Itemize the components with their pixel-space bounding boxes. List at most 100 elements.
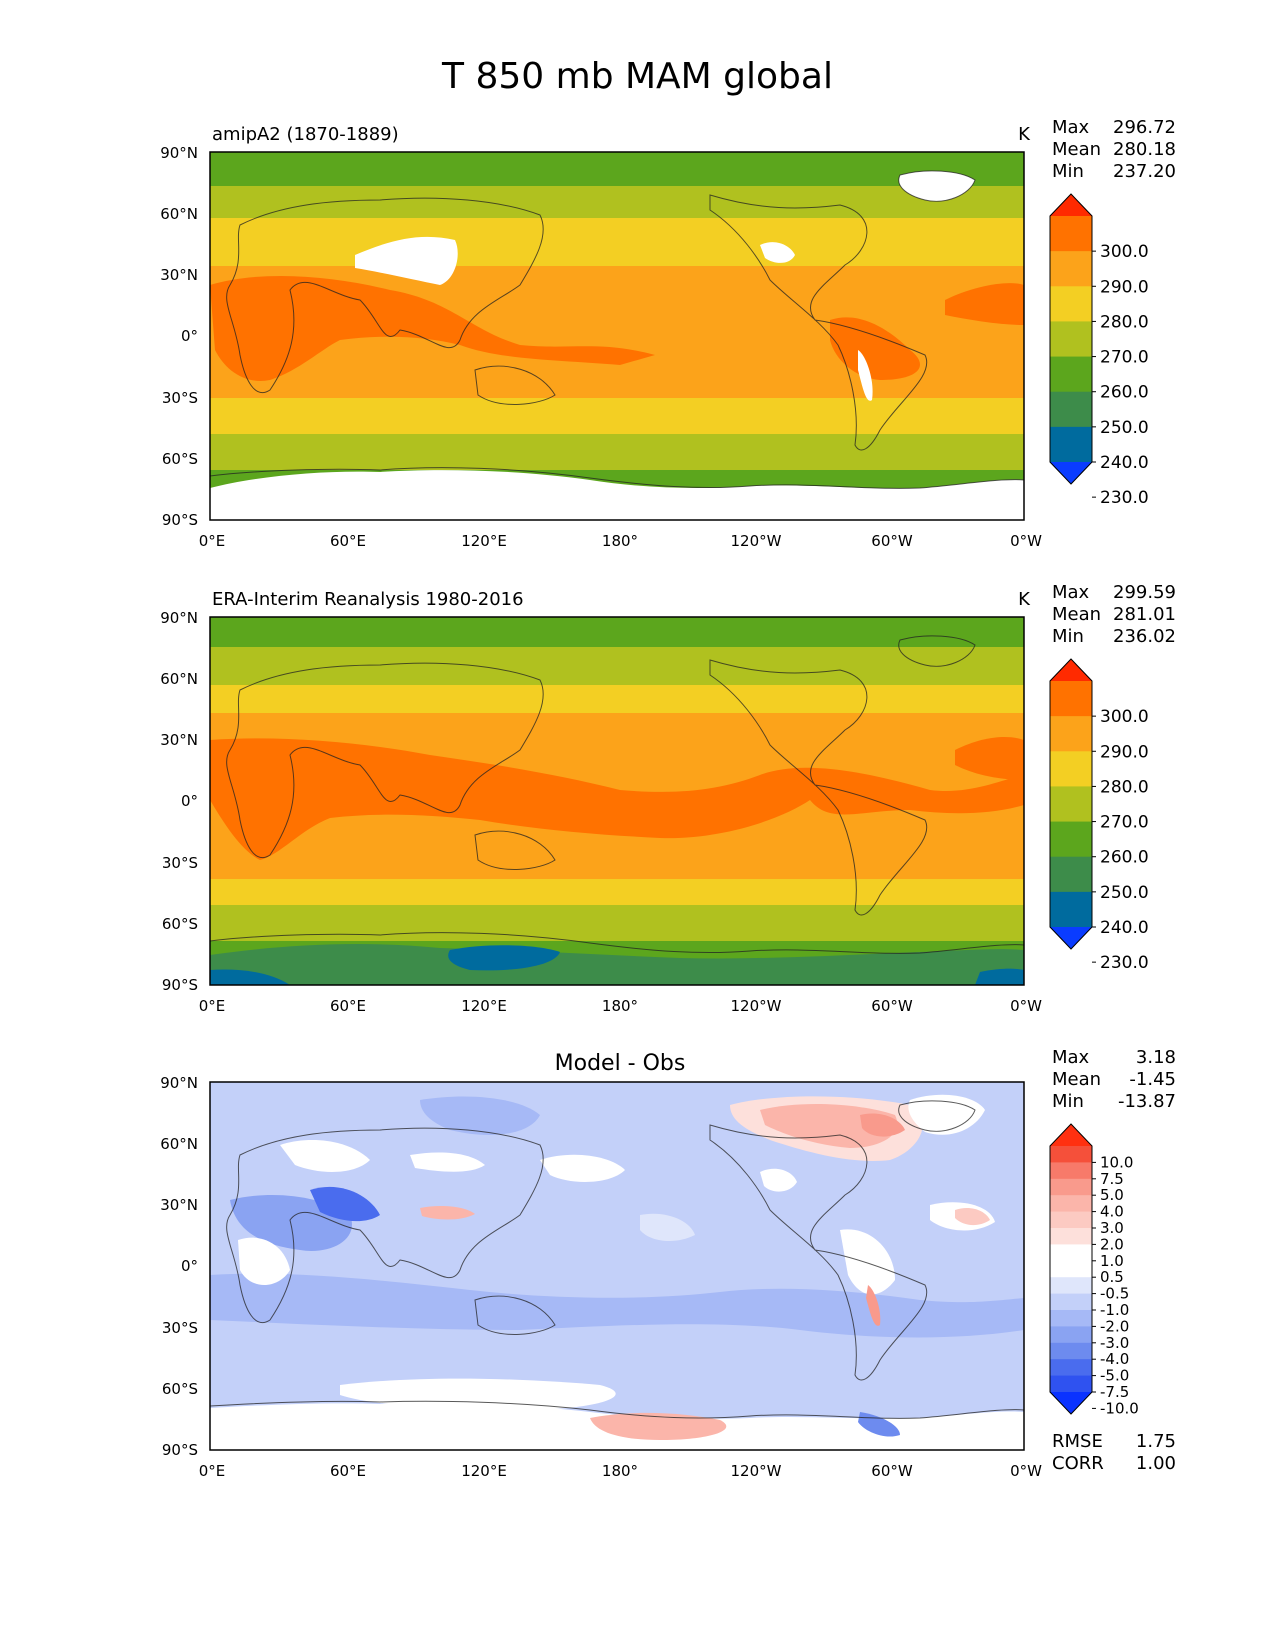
colorbar-segment (1050, 1162, 1092, 1180)
colorbar-level-label: 270.0 (1100, 813, 1149, 833)
colorbar-level-label: 260.0 (1100, 383, 1149, 403)
colorbar-level-label: 250.0 (1100, 418, 1149, 438)
x-tick-label: 60°W (871, 997, 913, 1015)
y-tick-label: 90°S (162, 511, 198, 529)
colorbar-segment (1050, 1342, 1092, 1360)
y-tick-label: 90°S (162, 976, 198, 994)
neutral-patch (760, 1168, 797, 1192)
y-tick-label: 30°N (160, 1196, 198, 1214)
colorbar-segment (1050, 891, 1092, 928)
rmse-corr-block: RMSE 1.75 CORR 1.00 (1052, 1431, 1176, 1474)
colorbar-level-label: 290.0 (1100, 277, 1149, 297)
panel-model: 0°E 60°E 120°E 180° 120°W 60°W 0°W 90°N … (160, 117, 1176, 550)
cold-antarctica (210, 470, 1024, 520)
coastlines (210, 635, 1024, 954)
warm-ross (590, 1412, 727, 1440)
y-tick-label: 60°S (162, 450, 198, 468)
stats-block: Max 299.59 Mean 281.01 Min 236.02 (1052, 582, 1176, 647)
map-field (210, 152, 1024, 520)
cold-rockies (760, 242, 795, 263)
stat-max-label: Max (1052, 1047, 1090, 1068)
neutral-patch (840, 1229, 895, 1295)
y-tick-label: 0° (181, 792, 198, 810)
map-field (210, 1082, 1024, 1450)
cooler-patch (210, 1273, 1024, 1338)
neutral-patch (540, 1154, 625, 1182)
colorbar-level-label: 0.5 (1100, 1268, 1124, 1286)
y-tick-label: 30°N (160, 266, 198, 284)
colorbar-segment (1050, 1228, 1092, 1245)
colorbar-level-label: 290.0 (1100, 742, 1149, 762)
colorbar: 10.07.55.04.03.02.01.00.5-0.5-1.0-2.0-3.… (1049, 1123, 1139, 1417)
stats-block: Max 296.72 Mean 280.18 Min 237.20 (1052, 117, 1176, 182)
colorbar-segment (1050, 1277, 1092, 1295)
colorbar-level-label: 10.0 (1100, 1153, 1133, 1171)
colorbar-segment (1050, 1211, 1092, 1229)
x-tick-label: 0°W (1010, 532, 1042, 550)
colorbar-segment (1050, 356, 1092, 393)
y-tick-label: 30°S (162, 1319, 198, 1337)
colorbar-level-label: -10.0 (1100, 1399, 1139, 1417)
units-label: K (1018, 589, 1031, 610)
x-tick-label: 60°E (330, 997, 366, 1015)
colorbar-level-label: -7.5 (1100, 1383, 1129, 1401)
cooler-patch (310, 1186, 380, 1222)
x-tick-label: 0°W (1010, 1462, 1042, 1480)
colorbar-segment (1050, 321, 1092, 358)
colorbar-level-label: 240.0 (1100, 453, 1149, 473)
x-tick-label: 0°E (199, 1462, 226, 1480)
panel-left-label: ERA-Interim Reanalysis 1980-2016 (212, 589, 524, 610)
neutral-patch (410, 1152, 485, 1172)
map-frame (209, 1081, 1025, 1451)
figure-title: T 850 mb MAM global (442, 56, 833, 97)
stat-max-value: 3.18 (1136, 1047, 1176, 1068)
band-60s (210, 905, 1024, 941)
stat-corr-label: CORR (1052, 1453, 1104, 1474)
band-pole-n (210, 617, 1024, 647)
warm-patch (860, 1113, 905, 1137)
colorbar-segment (1050, 786, 1092, 823)
stat-corr-value: 1.00 (1136, 1453, 1176, 1474)
x-tick-label: 120°E (461, 1462, 507, 1480)
y-tick-label: 90°N (160, 144, 198, 162)
stat-mean-value: -1.45 (1129, 1069, 1176, 1090)
colorbar-level-label: -0.5 (1100, 1285, 1129, 1303)
colorbar-level-label: -2.0 (1100, 1317, 1129, 1335)
neutral-patch (238, 1237, 290, 1285)
colorbar-level-label: 4.0 (1100, 1203, 1124, 1221)
colorbar-segment (1050, 1359, 1092, 1377)
colorbar-segment (1050, 426, 1092, 463)
colorbar-level-label: 7.5 (1100, 1170, 1124, 1188)
colorbar-level-label: 5.0 (1100, 1186, 1124, 1204)
stat-min-value: 236.02 (1113, 626, 1176, 647)
colorbar-level-label: -5.0 (1100, 1367, 1129, 1385)
colorbar-segment (1050, 1375, 1092, 1393)
colorbar-segment (1050, 1293, 1092, 1311)
colorbar-level-label: -4.0 (1100, 1350, 1129, 1368)
neutral-patch (340, 1378, 616, 1410)
band-30s (210, 879, 1024, 905)
band-45n (210, 685, 1024, 713)
stat-min-label: Min (1052, 1091, 1084, 1112)
band-60n (210, 186, 1024, 218)
colorbar-segment (1050, 251, 1092, 287)
colorbar-segment (1050, 1244, 1092, 1262)
colorbar: 300.0 290.0 280.0 270.0 260.0 250.0 240.0 230.0 (1049, 193, 1149, 508)
colorbar-level-label: 260.0 (1100, 848, 1149, 868)
colorbar-segment (1050, 1178, 1092, 1196)
x-tick-label: 60°W (871, 532, 913, 550)
y-tick-label: 60°N (160, 670, 198, 688)
colorbar-segment (1050, 681, 1092, 717)
colorbar-extend-bottom (1050, 462, 1092, 484)
colorbar-segment (1050, 1326, 1092, 1344)
cool-antarctic-coast (858, 1412, 900, 1437)
colorbar-segment (1050, 1260, 1092, 1278)
x-tick-label: 0°W (1010, 997, 1042, 1015)
colorbar-level-label: 300.0 (1100, 242, 1149, 262)
coastlines (210, 170, 1024, 489)
x-tick-label: 0°E (199, 997, 226, 1015)
y-tick-label: 90°N (160, 609, 198, 627)
warm-america (830, 317, 920, 380)
map-field (210, 617, 1024, 985)
